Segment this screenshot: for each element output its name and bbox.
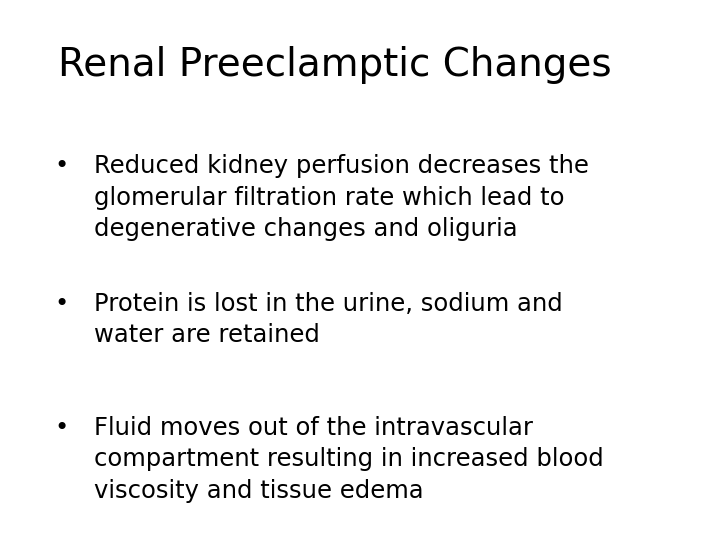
Text: •: • [54, 154, 68, 178]
Text: Fluid moves out of the intravascular
compartment resulting in increased blood
vi: Fluid moves out of the intravascular com… [94, 416, 603, 503]
Text: Renal Preeclamptic Changes: Renal Preeclamptic Changes [58, 46, 611, 84]
Text: Reduced kidney perfusion decreases the
glomerular filtration rate which lead to
: Reduced kidney perfusion decreases the g… [94, 154, 588, 241]
Text: •: • [54, 416, 68, 440]
Text: Protein is lost in the urine, sodium and
water are retained: Protein is lost in the urine, sodium and… [94, 292, 562, 347]
Text: •: • [54, 292, 68, 315]
